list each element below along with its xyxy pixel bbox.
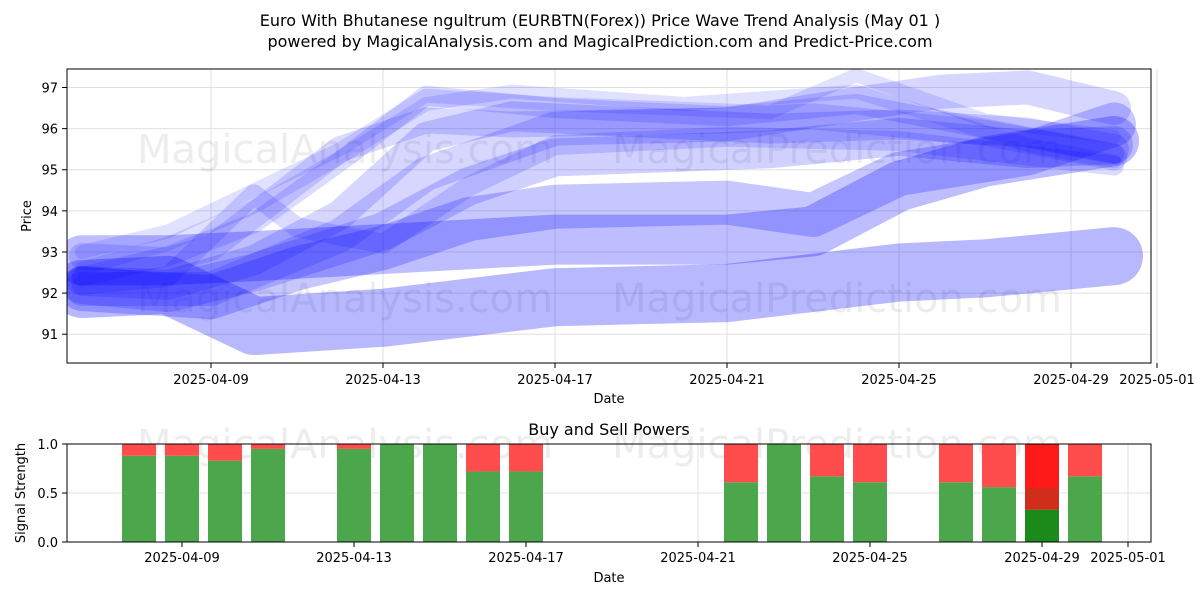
price-grid: [67, 69, 1158, 363]
price-ylabel: Price: [20, 200, 35, 232]
buy-sell-xtick-label: 2025-04-29: [1004, 551, 1080, 566]
buy-bar: [165, 455, 199, 542]
price-ytick-label: 91: [41, 328, 58, 343]
buy-bar: [423, 444, 457, 542]
buy-bar: [1068, 476, 1102, 542]
buy-sell-xtick-label: 2025-04-09: [144, 551, 220, 566]
price-xtick-label: 2025-05-01: [1119, 373, 1195, 388]
price-ytick-label: 94: [41, 205, 58, 220]
price-ticks: 91 92 93 94 95 96 97 2025-04-09 2025-04-13 2025-0…: [41, 82, 1194, 388]
price-watermarks: MagicalAnalysis.com MagicalPrediction.com…: [137, 127, 1062, 322]
sell-bar: [251, 444, 285, 449]
price-xtick-label: 2025-04-25: [861, 373, 937, 388]
wave-band: [67, 117, 1133, 313]
price-xtick-label: 2025-04-21: [689, 373, 765, 388]
sell-bar: [466, 444, 500, 472]
wave-band: [67, 102, 1136, 320]
sell-bar: [509, 444, 543, 472]
price-ytick-label: 92: [41, 287, 58, 302]
buy-bar: [337, 448, 371, 542]
buy-sell-chart: Buy and Sell Powers MagicalAnalysis.comM…: [14, 420, 1166, 586]
buy-sell-xtick-label: 2025-05-01: [1090, 551, 1166, 566]
sell-bar: [165, 444, 199, 456]
price-xtick-label: 2025-04-13: [345, 373, 421, 388]
buy-bar: [810, 476, 844, 542]
wave-band: [75, 84, 1121, 276]
wave-band: [67, 227, 1143, 355]
buy-sell-bars: [122, 444, 1102, 542]
price-xtick-label: 2025-04-09: [173, 373, 249, 388]
sell-bar: [982, 444, 1016, 488]
buy-sell-ytick-label: 1.0: [37, 438, 58, 453]
sell-bar: [724, 444, 758, 483]
price-watermark: MagicalPrediction.com: [612, 127, 1062, 173]
price-ytick-label: 96: [41, 123, 58, 138]
price-xlabel: Date: [593, 392, 624, 407]
buy-bar: [767, 444, 801, 542]
chart-title: Euro With Bhutanese ngultrum (EURBTN(For…: [260, 11, 940, 30]
buy-bar: [1025, 509, 1059, 542]
buy-sell-ticks: 0.0 0.5 1.0 2025-04-09 2025-04-13 2025-04-17 2…: [37, 438, 1165, 566]
buy-bar: [509, 471, 543, 542]
sell-bar: [122, 444, 156, 456]
buy-bar: [208, 460, 242, 542]
price-ytick-label: 93: [41, 246, 58, 261]
sell-bar: [337, 444, 371, 449]
price-waves: [67, 69, 1143, 355]
sell-bar: [208, 444, 242, 461]
sell-bar: [853, 444, 887, 483]
wave-band: [72, 126, 1124, 295]
price-watermark: MagicalPrediction.com: [612, 276, 1062, 322]
price-wave-chart: MagicalAnalysis.com MagicalPrediction.com…: [20, 68, 1195, 407]
buy-bar: [122, 455, 156, 542]
wave-band: [69, 103, 1127, 274]
buy-sell-xtick-label: 2025-04-13: [316, 551, 392, 566]
buy-bar: [466, 471, 500, 542]
buy-sell-xlabel: Date: [593, 571, 624, 586]
buy-sell-xtick-label: 2025-04-25: [832, 551, 908, 566]
buy-sell-xtick-label: 2025-04-17: [488, 551, 564, 566]
buy-bar: [853, 482, 887, 542]
price-ytick-label: 95: [41, 164, 58, 179]
wave-band: [67, 116, 1139, 286]
price-watermark: MagicalAnalysis.com: [137, 276, 553, 322]
buy-sell-ylabel: Signal Strength: [14, 443, 29, 543]
buy-bar: [251, 448, 285, 542]
wave-band: [72, 85, 1124, 287]
buy-bar: [939, 482, 973, 542]
buy-sell-ytick-label: 0.5: [37, 487, 58, 502]
price-ytick-label: 97: [41, 82, 58, 97]
wave-band: [67, 101, 1129, 300]
sell-bar: [939, 444, 973, 483]
price-watermark: MagicalAnalysis.com: [137, 127, 553, 173]
buy-sell-overlap: [1025, 488, 1059, 510]
price-xtick-label: 2025-04-29: [1033, 373, 1109, 388]
wave-band: [75, 69, 1121, 259]
price-xtick-label: 2025-04-17: [517, 373, 593, 388]
buy-sell-xtick-label: 2025-04-21: [660, 551, 736, 566]
wave-band: [67, 70, 1131, 306]
buy-bar: [982, 487, 1016, 542]
sell-bar: [810, 444, 844, 477]
buy-bar: [724, 482, 758, 542]
sell-bar: [1068, 444, 1102, 477]
chart-subtitle: powered by MagicalAnalysis.com and Magic…: [267, 32, 932, 51]
buy-sell-title: Buy and Sell Powers: [528, 420, 690, 439]
price-plot-frame: [66, 68, 1152, 364]
buy-bar: [380, 444, 414, 542]
buy-sell-ytick-label: 0.0: [37, 536, 58, 551]
